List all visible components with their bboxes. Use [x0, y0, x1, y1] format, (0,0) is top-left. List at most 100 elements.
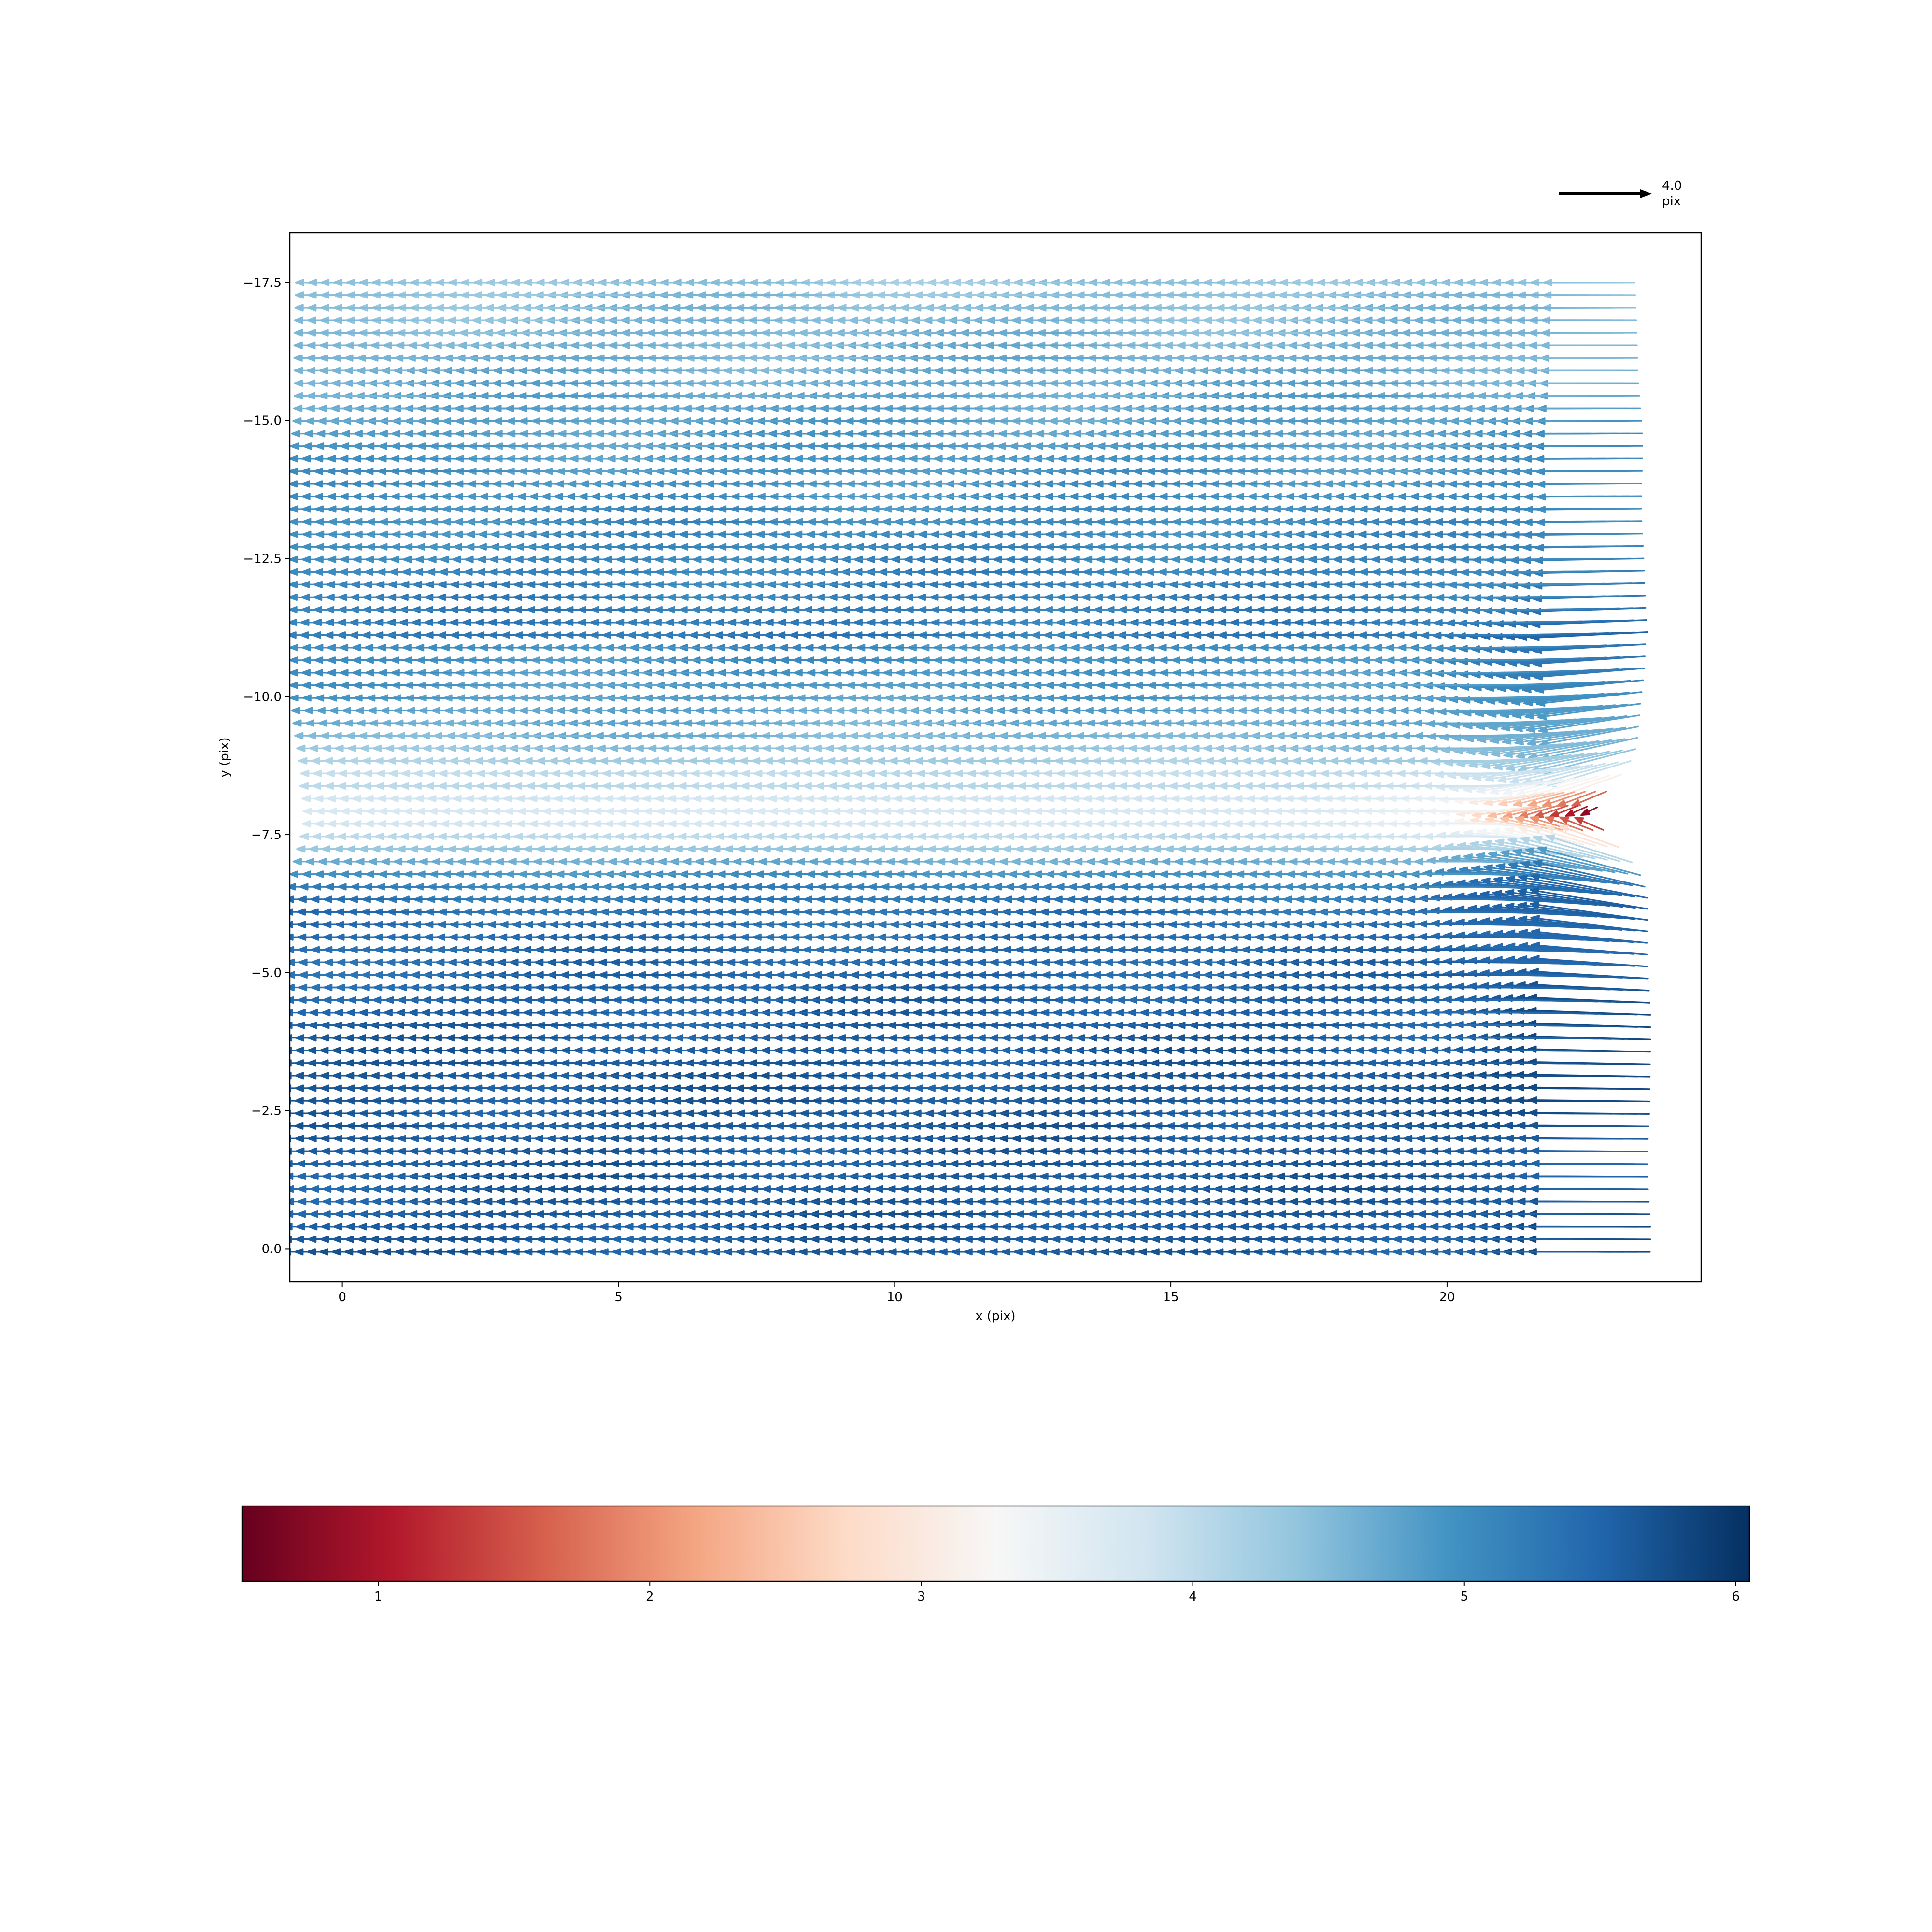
vector-arrow [290, 619, 397, 626]
vector-arrow [1486, 694, 1592, 705]
vector-arrow [1426, 857, 1525, 865]
vector-arrow [1451, 732, 1550, 742]
vector-arrow [1459, 866, 1568, 880]
vector-arrow [290, 694, 395, 702]
vector-arrow [1511, 692, 1617, 706]
vector-arrow [294, 732, 391, 739]
vector-arrow [294, 379, 391, 387]
vector-arrow [1503, 740, 1600, 758]
vector-arrow [1496, 668, 1607, 679]
vector-arrow [1438, 721, 1539, 728]
vector-arrow [290, 883, 398, 891]
vector-arrow [1494, 838, 1583, 858]
vector-arrow [1505, 752, 1597, 771]
vector-arrow [1431, 758, 1520, 766]
vector-arrow [296, 845, 389, 853]
vector-arrow [290, 581, 397, 588]
vector-arrow [1533, 667, 1645, 681]
vector-arrow [1533, 835, 1620, 862]
vector-arrow [1455, 892, 1572, 904]
vector-arrow [1491, 741, 1587, 757]
vector-arrow [1542, 791, 1586, 807]
vector-arrow [1498, 792, 1554, 807]
vector-arrow [1516, 777, 1587, 796]
vector-arrow [1537, 846, 1641, 876]
vector-arrow [1502, 728, 1601, 745]
vector-arrow [1547, 760, 1632, 787]
vector-arrow [1527, 791, 1576, 807]
vector-arrow [1467, 892, 1585, 905]
vector-arrow [1475, 852, 1577, 869]
vector-arrow [1477, 730, 1576, 743]
vector-arrow [1435, 783, 1516, 791]
vector-arrow [1495, 656, 1607, 667]
vector-arrow [1457, 842, 1545, 854]
vector-arrow [1469, 817, 1533, 829]
vector-arrow [1463, 719, 1564, 730]
vector-arrow [1565, 806, 1588, 817]
vector-arrow [1508, 862, 1620, 885]
vector-arrow [1580, 806, 1598, 816]
vector-arrow [1523, 692, 1630, 706]
vector-arrow [290, 555, 396, 563]
vector-arrow [1449, 695, 1553, 703]
vector-arrow [1462, 707, 1565, 717]
vector-arrow [1449, 782, 1528, 792]
vector-arrow [1520, 861, 1633, 886]
vector-arrow [1481, 877, 1597, 895]
vector-arrow [1472, 767, 1555, 781]
vector-arrow [1466, 743, 1562, 755]
vector-arrow [1520, 837, 1608, 861]
vector-arrow [1571, 791, 1607, 807]
vector-arrow [1450, 830, 1527, 840]
vector-arrow [1520, 656, 1633, 667]
vector-arrow [1512, 849, 1616, 873]
vector-arrow [290, 682, 396, 689]
vector-arrow [290, 870, 396, 878]
vector-arrow [1441, 745, 1536, 754]
vector-arrow [1489, 779, 1563, 795]
vector-arrow [1518, 631, 1635, 641]
vector-arrow [301, 795, 383, 803]
vector-arrow [1559, 816, 1594, 831]
vector-arrow [293, 404, 392, 412]
vector-arrow [1456, 879, 1571, 892]
vector-arrow [290, 442, 395, 450]
vector-arrow [1453, 795, 1523, 805]
vector-arrow [1473, 694, 1579, 704]
vector-arrow [1469, 841, 1558, 855]
vector-arrow [1468, 755, 1559, 768]
vector-arrow [1530, 873, 1648, 899]
vector-arrow [1524, 703, 1629, 720]
vector-arrow [290, 606, 397, 614]
vector-arrow [1456, 807, 1521, 817]
vector-arrow [1491, 828, 1562, 844]
vector-arrow [290, 455, 396, 463]
vector-arrow [1537, 703, 1641, 720]
vector-arrow [1440, 809, 1512, 816]
vector-arrow [290, 543, 396, 551]
vector-arrow [1463, 781, 1540, 793]
vector-arrow [1518, 751, 1610, 772]
vector-arrow [1488, 851, 1590, 870]
vector-arrow [290, 530, 396, 538]
vector-arrow [1502, 778, 1575, 796]
vector-arrow [1436, 831, 1516, 839]
vector-arrow [290, 707, 394, 714]
vector-arrow [1514, 727, 1614, 746]
vector-arrow [295, 291, 390, 299]
vector-arrow [1471, 669, 1581, 679]
vector-arrow [295, 279, 390, 286]
vector-arrow [292, 858, 392, 866]
vector-arrow [1501, 717, 1602, 732]
vector-arrow [1439, 733, 1538, 741]
vector-arrow [1443, 758, 1534, 767]
vector-arrow [1482, 839, 1570, 857]
vector-arrow [1460, 682, 1567, 691]
vector-arrow [1435, 868, 1542, 878]
vector-arrow [302, 808, 382, 815]
vector-arrow [1463, 829, 1538, 841]
vector-arrow [1477, 828, 1550, 842]
vector-arrow [300, 769, 385, 777]
vector-arrow [1484, 816, 1543, 830]
